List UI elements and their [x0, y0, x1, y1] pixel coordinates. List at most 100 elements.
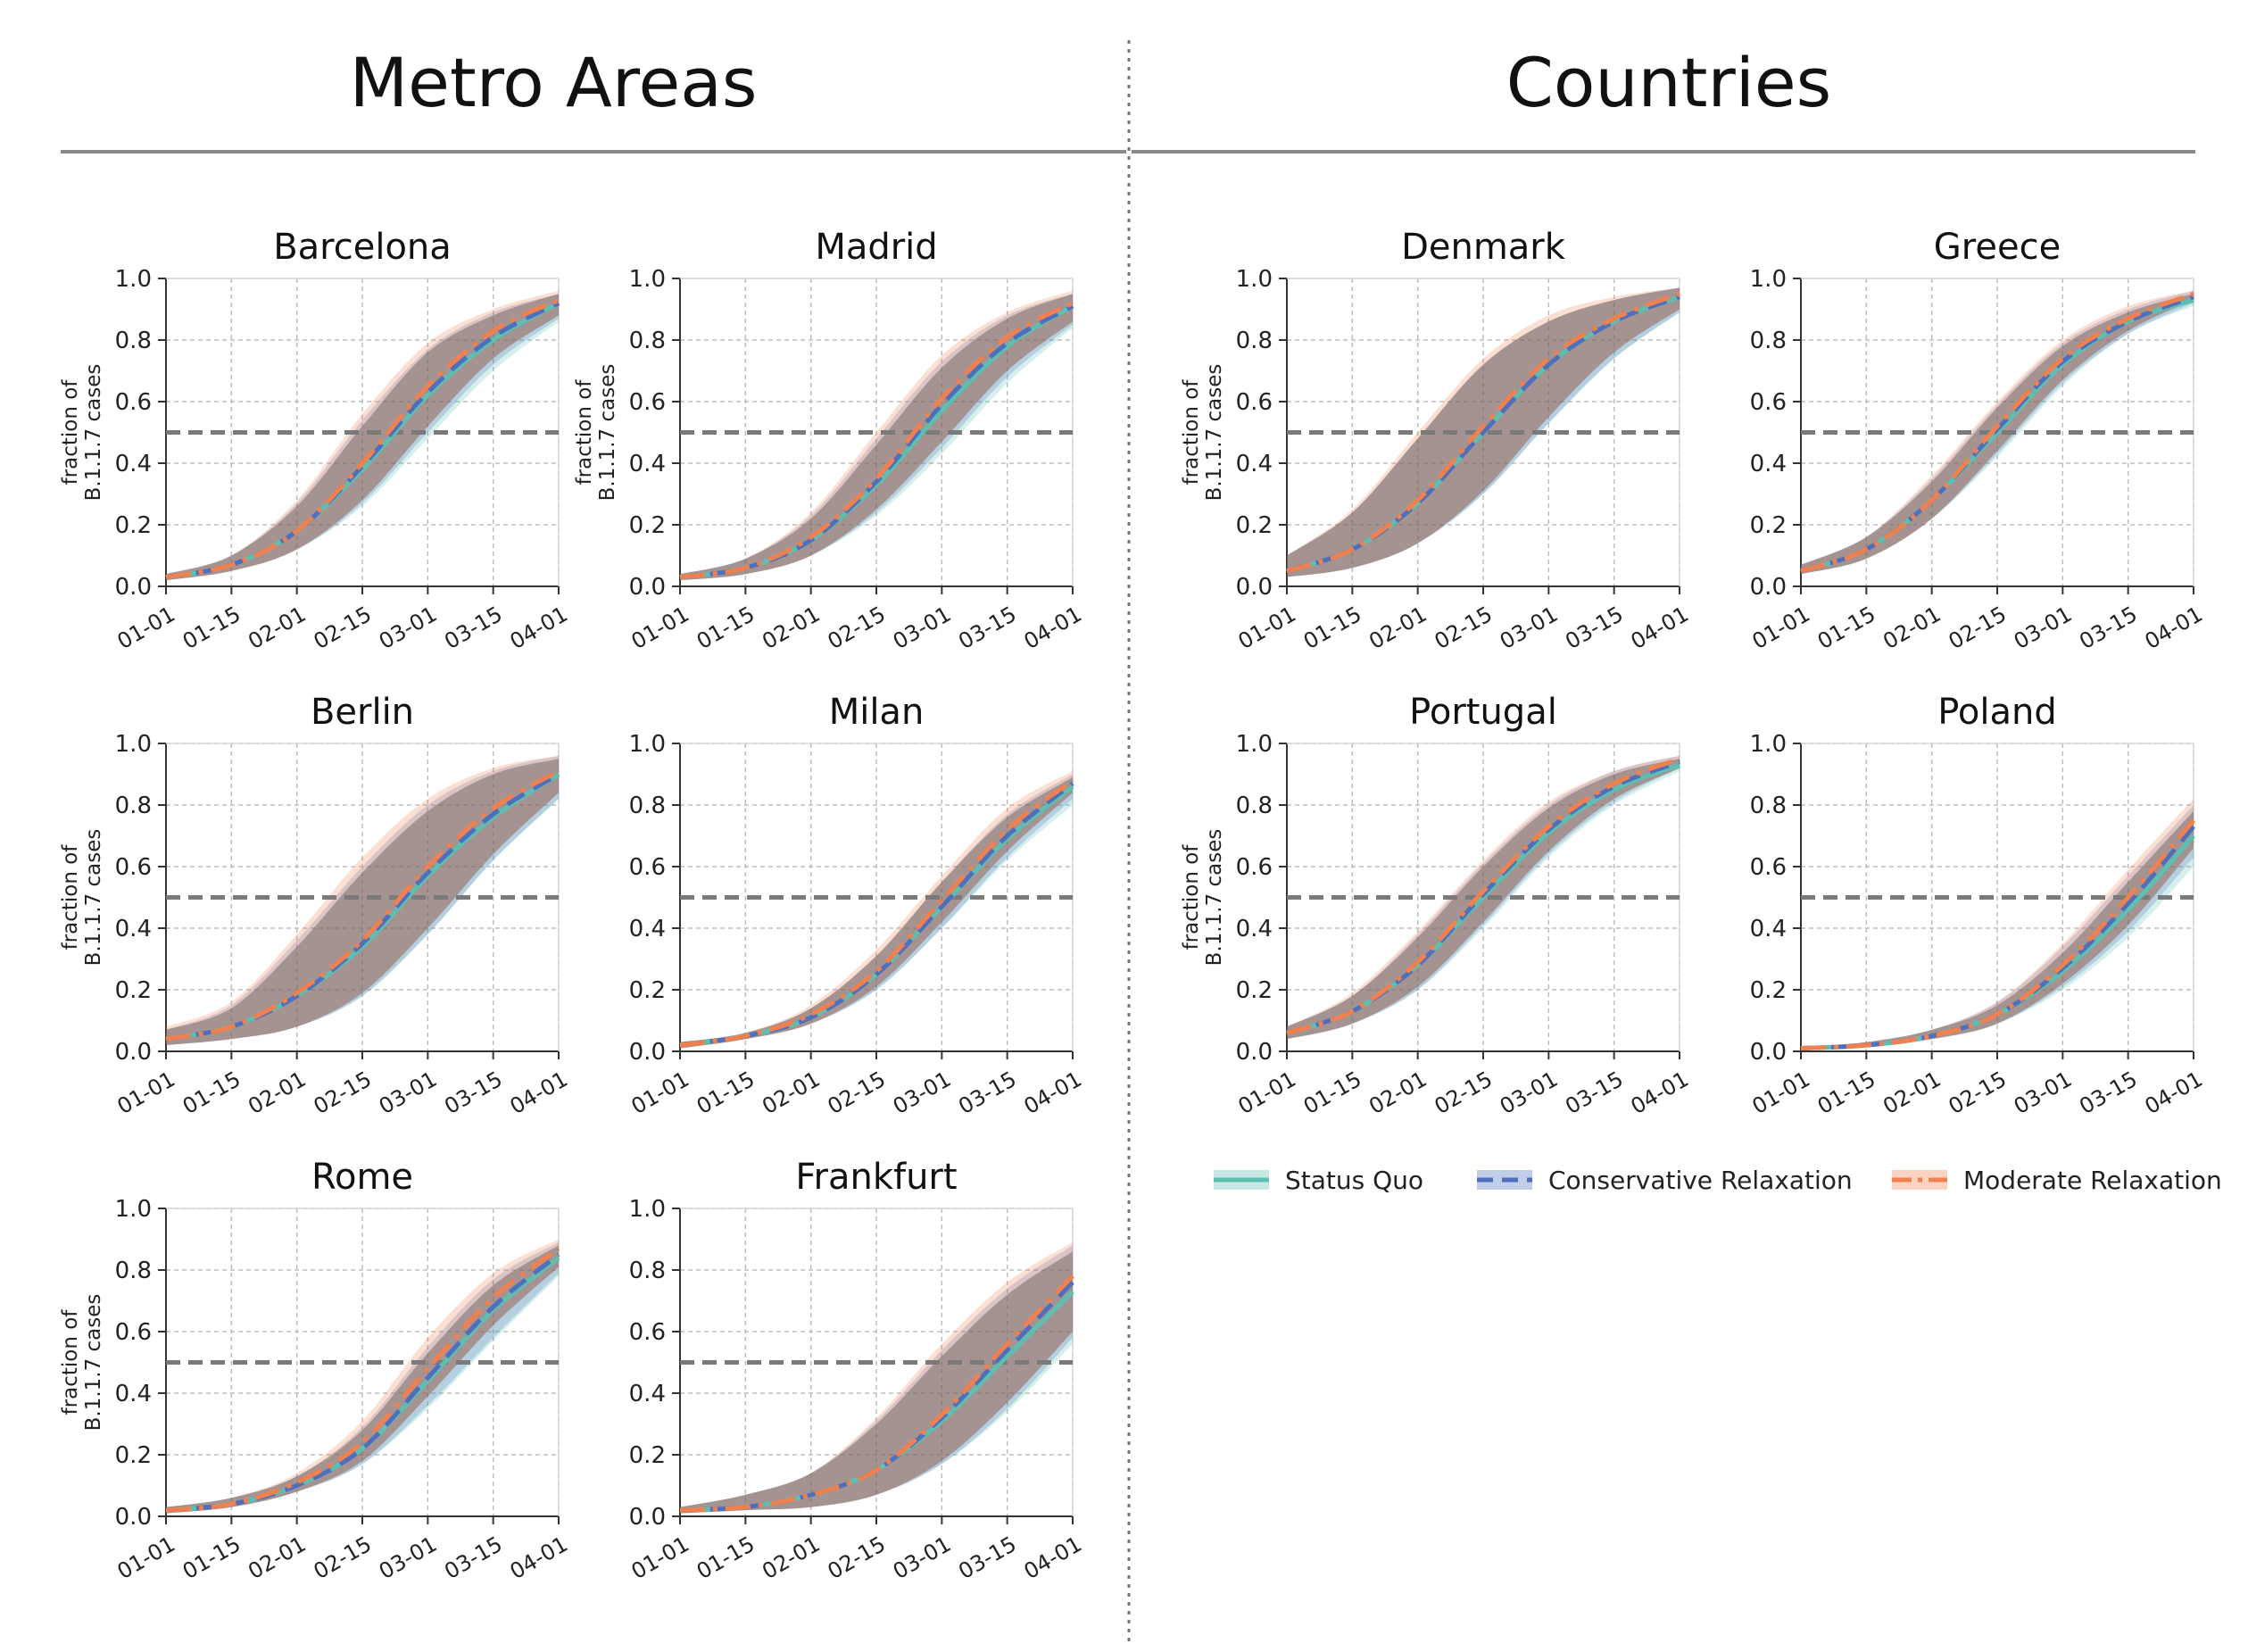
x-tick-label: 01-15	[693, 1532, 759, 1584]
x-tick-label: 03-15	[2075, 1067, 2141, 1119]
panel-madrid: Madrid0.00.20.40.60.81.001-0101-1502-010…	[573, 227, 1086, 654]
y-axis-label: fraction ofB.1.1.7 cases	[573, 364, 619, 502]
band-moderate	[166, 755, 559, 1046]
y-axis-label: fraction ofB.1.1.7 cases	[59, 829, 105, 967]
x-tick-label: 01-15	[693, 602, 759, 654]
y-tick-label: 0.8	[1750, 328, 1787, 354]
x-tick-label: 01-15	[1813, 1067, 1879, 1119]
y-tick-label: 0.0	[1750, 1039, 1787, 1066]
y-tick-label: 1.0	[1750, 731, 1787, 758]
x-tick-label: 02-15	[824, 602, 890, 654]
x-tick-label: 04-01	[506, 1532, 572, 1584]
series-line-moderate	[165, 768, 560, 1042]
y-tick-label: 0.6	[1236, 389, 1273, 416]
series-line-moderate	[679, 1274, 1074, 1513]
x-tick-label: 02-15	[1945, 1067, 2011, 1119]
y-tick-label: 1.0	[629, 266, 666, 293]
legend-label: Conservative Relaxation	[1548, 1166, 1853, 1195]
x-tick-label: 02-01	[758, 602, 824, 654]
y-axis-label: fraction ofB.1.1.7 cases	[59, 1294, 105, 1432]
y-tick-label: 0.0	[629, 1504, 666, 1531]
series-line-moderate	[1286, 756, 1680, 1035]
y-tick-label: 0.4	[115, 916, 152, 942]
x-tick-label: 02-15	[1945, 602, 2011, 654]
band-overlap	[166, 1245, 559, 1514]
panel-frankfurt: Frankfurt0.00.20.40.60.81.001-0101-1502-…	[627, 1157, 1086, 1584]
panel-title: Berlin	[311, 692, 414, 733]
x-tick-label: 03-15	[440, 1067, 506, 1119]
y-tick-label: 0.8	[629, 1258, 666, 1284]
band-overlap	[1801, 810, 2194, 1050]
x-tick-label: 03-01	[889, 1532, 955, 1584]
x-tick-label: 03-01	[1496, 602, 1562, 654]
y-axis-label-line: fraction of	[1180, 379, 1203, 486]
legend: Status Quo Conservative Relaxation Moderat…	[1214, 1166, 2222, 1195]
y-tick-label: 0.0	[629, 1039, 666, 1066]
y-tick-label: 0.2	[115, 977, 152, 1004]
y-axis-label: fraction ofB.1.1.7 cases	[59, 364, 105, 502]
y-tick-label: 0.6	[1750, 854, 1787, 881]
y-axis-label-line: fraction of	[1180, 844, 1203, 951]
x-tick-label: 02-01	[244, 1067, 310, 1119]
x-tick-label: 04-01	[506, 1067, 572, 1119]
y-tick-label: 0.8	[1236, 328, 1273, 354]
y-tick-label: 0.8	[1236, 793, 1273, 819]
y-axis-label: fraction ofB.1.1.7 cases	[1180, 829, 1226, 967]
x-tick-label: 01-15	[1813, 602, 1879, 654]
y-axis-label-line: fraction of	[59, 379, 82, 486]
x-tick-label: 02-01	[244, 1532, 310, 1584]
legend-label: Status Quo	[1285, 1166, 1423, 1195]
y-tick-label: 0.4	[115, 1381, 152, 1407]
panel-denmark: Denmark 0.0 0.2 0.4 0.6 0.8 1.0 01-0101-1502-01…	[1180, 227, 1693, 654]
legend-item-status_quo: Status Quo	[1214, 1166, 1423, 1195]
x-tick-label: 01-01	[113, 1067, 179, 1119]
y-tick-label: 0.2	[1750, 977, 1787, 1004]
y-tick-label: 1.0	[115, 1196, 152, 1223]
panel-greece: Greece0.00.20.40.60.81.001-0101-1502-010…	[1748, 227, 2207, 654]
band-status_quo	[166, 1245, 559, 1514]
panel-portugal: Portugal 0.0 0.2 0.4 0.6 0.8 1.0 01-0101-1502-0…	[1180, 692, 1693, 1119]
series-line-moderate	[679, 301, 1074, 580]
x-tick-label: 03-15	[440, 602, 506, 654]
y-tick-label: 0.8	[115, 793, 152, 819]
x-tick-label: 02-01	[1365, 602, 1431, 654]
x-tick-label: 01-01	[1234, 602, 1300, 654]
y-tick-label: 0.0	[115, 1504, 152, 1531]
y-tick-label: 0.8	[629, 793, 666, 819]
band-status_quo	[680, 776, 1073, 1049]
x-tick-label: 04-01	[1020, 602, 1086, 654]
y-tick-label: 0.4	[629, 451, 666, 477]
y-tick-label: 0.2	[629, 1442, 666, 1469]
y-axis-label-line: B.1.1.7 cases	[82, 829, 105, 967]
y-tick-label: 0.6	[115, 1319, 152, 1346]
y-tick-label: 0.2	[115, 512, 152, 539]
y-axis-label-line: B.1.1.7 cases	[1203, 364, 1226, 502]
y-tick-label: 0.8	[115, 328, 152, 354]
band-conservative	[166, 755, 559, 1046]
x-tick-label: 02-15	[824, 1067, 890, 1119]
x-tick-label: 02-01	[1365, 1067, 1431, 1119]
x-tick-label: 02-01	[1879, 602, 1945, 654]
x-tick-label: 03-15	[2075, 602, 2141, 654]
y-tick-label: 1.0	[1750, 266, 1787, 293]
y-tick-label: 0.2	[629, 512, 666, 539]
x-tick-label: 03-01	[1496, 1067, 1562, 1119]
y-tick-label: 0.6	[1750, 389, 1787, 416]
x-tick-label: 03-01	[2010, 602, 2076, 654]
x-tick-label: 01-15	[178, 602, 245, 654]
x-tick-label: 04-01	[2141, 602, 2207, 654]
y-tick-label: 0.2	[1750, 512, 1787, 539]
y-tick-label: 0.0	[115, 574, 152, 601]
x-tick-label: 03-15	[954, 602, 1020, 654]
y-axis-label-line: B.1.1.7 cases	[82, 1294, 105, 1432]
x-tick-label: 02-15	[310, 1067, 376, 1119]
band-moderate	[680, 771, 1073, 1049]
band-status_quo	[166, 759, 559, 1046]
y-tick-label: 0.4	[115, 451, 152, 477]
legend-item-moderate: Moderate Relaxation	[1892, 1166, 2222, 1195]
series-line-moderate	[1286, 291, 1680, 574]
series-line-moderate	[679, 778, 1074, 1048]
x-tick-label: 02-15	[824, 1532, 890, 1584]
band-overlap	[166, 759, 559, 1046]
x-tick-label: 03-01	[375, 1067, 441, 1119]
